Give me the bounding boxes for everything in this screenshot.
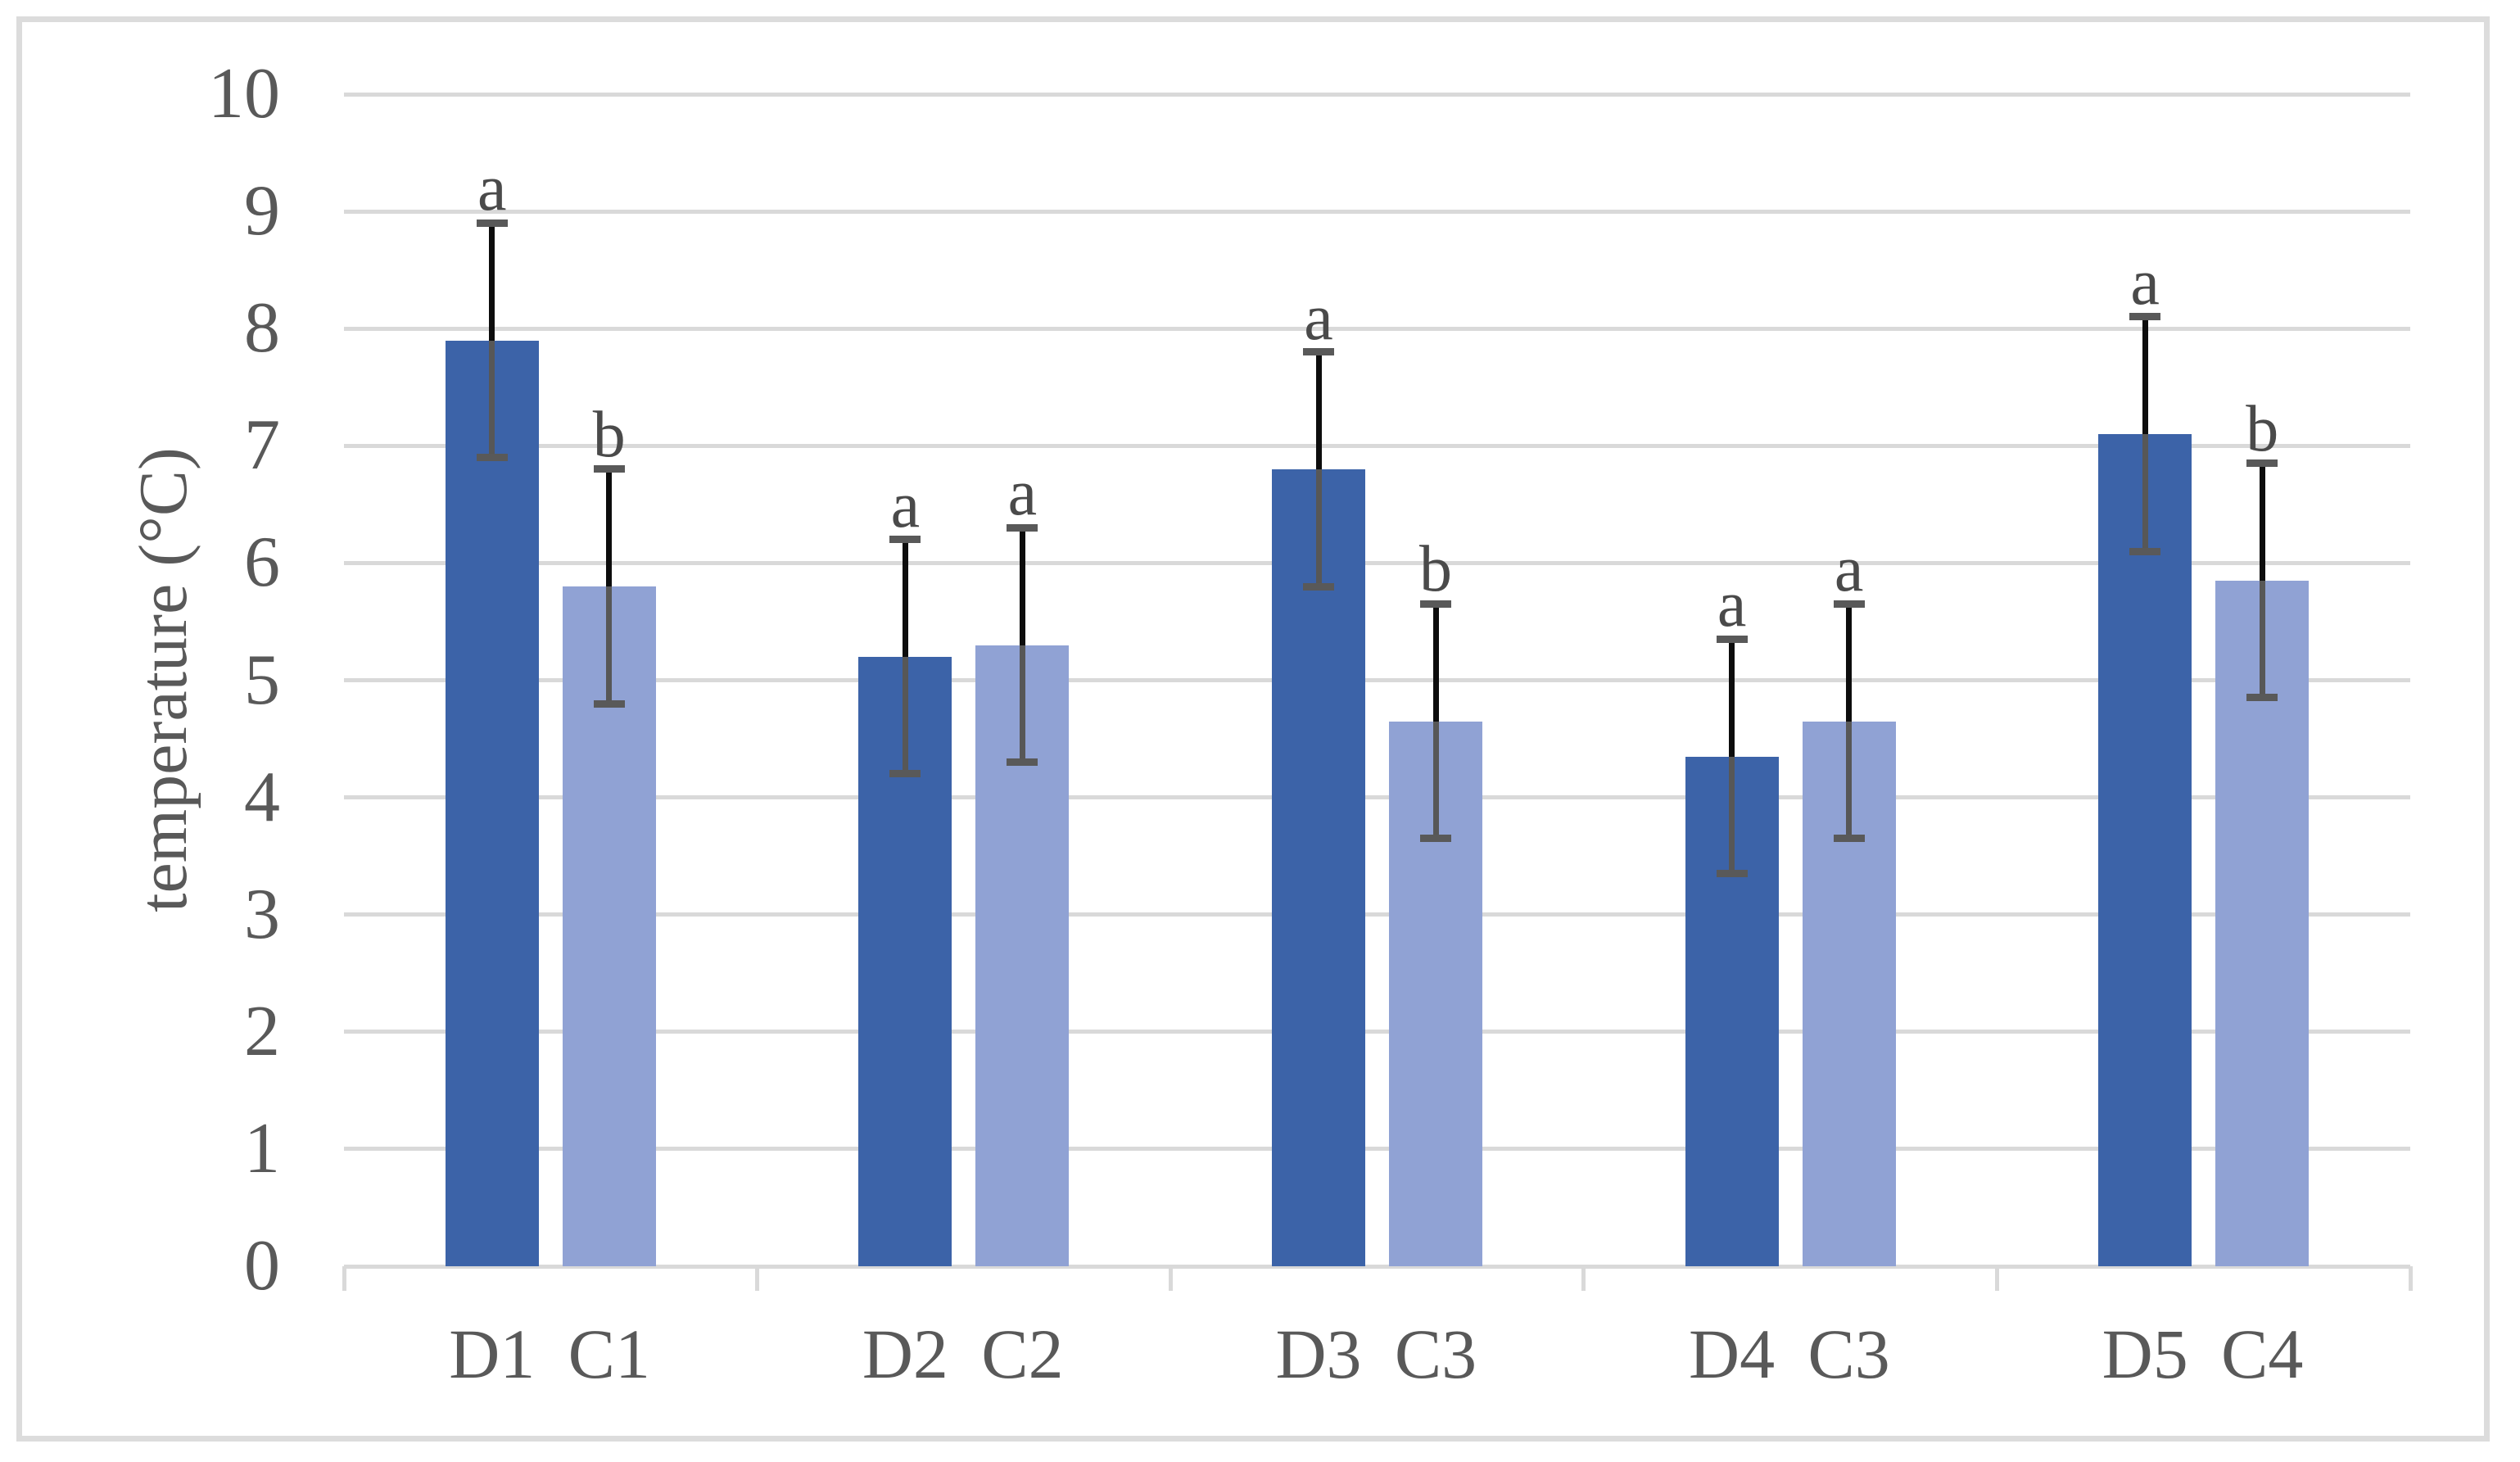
error-whisker-upper-D2: [902, 539, 908, 657]
error-cap-top-D2: [889, 536, 921, 544]
error-whisker-lower-D1: [489, 340, 495, 458]
y-tick-label-9: 9: [244, 171, 280, 251]
gridline-y-7: [344, 443, 2410, 448]
error-cap-bottom-C3: [1420, 835, 1451, 843]
x-axis-boundary-tick: [342, 1266, 346, 1291]
error-whisker-upper-C3: [1432, 604, 1439, 722]
x-axis-boundary-tick: [755, 1266, 760, 1291]
bar-D5: [2098, 433, 2192, 1266]
y-tick-label-7: 7: [244, 405, 280, 486]
error-whisker-lower-D3: [1315, 468, 1322, 586]
x-tick-label-D4: D4: [1689, 1315, 1776, 1393]
error-whisker-lower-C1: [606, 586, 613, 704]
x-tick-label-D3: D3: [1275, 1315, 1362, 1393]
error-whisker-upper-D5: [2142, 316, 2148, 434]
error-whisker-upper-C4: [2259, 463, 2265, 581]
error-cap-bottom-C4: [2246, 694, 2278, 702]
significance-letter-D2: a: [890, 468, 921, 541]
significance-letter-C2: a: [1007, 457, 1038, 530]
y-tick-label-6: 6: [244, 523, 280, 603]
y-tick-label-10: 10: [208, 54, 280, 134]
x-axis-boundary-tick: [2408, 1266, 2413, 1291]
gridline-y-6: [344, 560, 2410, 565]
error-cap-top-C2: [1007, 523, 1038, 532]
error-cap-top-C4: [2246, 459, 2278, 468]
error-cap-top-D3: [1303, 348, 1334, 356]
error-cap-bottom-C1: [593, 699, 625, 708]
error-whisker-lower-D2: [902, 656, 908, 774]
error-whisker-lower-C4: [2259, 580, 2265, 698]
x-tick-label-C4: C4: [2221, 1315, 2304, 1393]
error-whisker-lower-D4: [1729, 756, 1735, 874]
error-whisker-lower-D5: [2142, 433, 2148, 552]
error-whisker-lower-C2: [1019, 645, 1025, 763]
error-cap-bottom-D5: [2129, 547, 2161, 555]
error-whisker-upper-C2: [1019, 527, 1025, 645]
x-axis-boundary-tick: [1994, 1266, 1999, 1291]
significance-letter-D5: a: [2130, 246, 2160, 319]
error-cap-top-C3: [1833, 600, 1865, 608]
error-whisker-upper-C1: [606, 468, 613, 586]
y-tick-label-2: 2: [244, 991, 280, 1071]
error-cap-bottom-D2: [889, 770, 921, 778]
gridline-y-8: [344, 326, 2410, 331]
gridline-y-3: [344, 912, 2410, 917]
significance-letter-D4: a: [1717, 568, 1747, 641]
x-tick-label-D2: D2: [862, 1315, 948, 1393]
error-cap-top-C1: [593, 465, 625, 473]
gridline-y-9: [344, 209, 2410, 214]
error-cap-bottom-C2: [1007, 758, 1038, 767]
figure-border: [16, 16, 2490, 1442]
y-tick-label-4: 4: [244, 757, 280, 837]
gridline-y-5: [344, 678, 2410, 682]
y-tick-label-0: 0: [244, 1226, 280, 1306]
error-cap-bottom-D3: [1303, 582, 1334, 591]
bar-D3: [1272, 468, 1365, 1266]
gridline-y-4: [344, 795, 2410, 800]
error-whisker-upper-D1: [489, 223, 495, 341]
error-cap-top-D5: [2129, 313, 2161, 321]
y-tick-label-5: 5: [244, 640, 280, 720]
x-tick-label-D5: D5: [2102, 1315, 2188, 1393]
y-tick-label-1: 1: [244, 1108, 280, 1188]
error-whisker-upper-D3: [1315, 351, 1322, 469]
significance-letter-C1: b: [592, 398, 626, 471]
gridline-y-1: [344, 1147, 2410, 1152]
x-tick-label-C2: C2: [981, 1315, 1064, 1393]
gridline-y-0: [344, 1264, 2410, 1269]
error-whisker-lower-C3: [1432, 721, 1439, 839]
bar-D1: [445, 340, 539, 1266]
x-axis-boundary-tick: [1581, 1266, 1586, 1291]
significance-letter-D1: a: [477, 152, 507, 225]
gridline-y-10: [344, 92, 2410, 97]
x-tick-label-C3: C3: [1807, 1315, 1890, 1393]
significance-letter-C3: a: [1834, 533, 1864, 606]
significance-letter-D3: a: [1304, 281, 1333, 354]
error-cap-top-D4: [1716, 635, 1748, 643]
gridline-y-2: [344, 1030, 2410, 1034]
y-tick-label-8: 8: [244, 288, 280, 369]
error-whisker-upper-D4: [1729, 639, 1735, 757]
x-axis-boundary-tick: [1168, 1266, 1173, 1291]
error-whisker-lower-C3: [1846, 721, 1853, 839]
x-tick-label-C1: C1: [568, 1315, 650, 1393]
significance-letter-C4: b: [2246, 392, 2279, 465]
error-cap-top-C3: [1420, 600, 1451, 608]
error-whisker-upper-C3: [1846, 604, 1853, 722]
error-cap-top-D1: [476, 219, 508, 227]
error-cap-bottom-D4: [1716, 870, 1748, 878]
error-cap-bottom-D1: [476, 454, 508, 462]
y-tick-label-3: 3: [244, 874, 280, 954]
x-tick-label-C3: C3: [1394, 1315, 1477, 1393]
significance-letter-C3: b: [1419, 533, 1452, 606]
error-cap-bottom-C3: [1833, 835, 1865, 843]
x-tick-label-D1: D1: [449, 1315, 536, 1393]
